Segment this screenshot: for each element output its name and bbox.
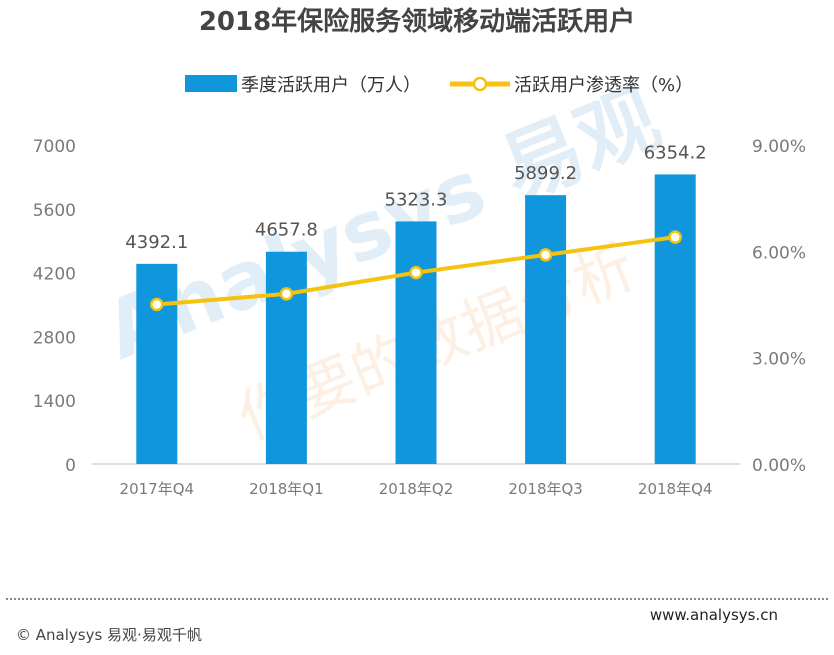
bar	[525, 195, 567, 464]
left-tick-label: 1400	[33, 392, 76, 412]
chart-title: 2018年保险服务领域移动端活跃用户	[199, 6, 635, 37]
line-point	[668, 230, 682, 244]
legend-bar-label: 季度活跃用户（万人）	[241, 75, 421, 96]
line-point	[279, 287, 294, 301]
line-point	[409, 265, 423, 280]
bar	[265, 251, 307, 464]
bar-data-label: 6354.2	[644, 142, 707, 163]
bars	[136, 174, 696, 464]
category-label: 2018年Q1	[249, 480, 324, 498]
legend-bar-swatch	[185, 75, 237, 92]
line-point	[538, 248, 553, 262]
left-tick-label: 5600	[33, 201, 76, 221]
bar-data-label: 5899.2	[514, 163, 577, 184]
penetration-points	[150, 230, 682, 312]
right-tick-label: 6.00%	[752, 243, 806, 263]
category-label: 2017年Q4	[120, 480, 195, 498]
bar-data-labels: 4392.1 4657.8 5323.3 5899.2 6354.2	[125, 142, 706, 252]
right-tick-label: 3.00%	[752, 350, 806, 370]
website-link[interactable]: www.analysys.cn	[649, 606, 778, 624]
left-tick-label: 7000	[33, 137, 76, 157]
right-axis: 0.00% 3.00% 6.00% 9.00%	[752, 137, 806, 476]
legend: 季度活跃用户（万人） 活跃用户渗透率（%）	[185, 75, 693, 96]
left-tick-label: 0	[65, 456, 76, 476]
bar-data-label: 4657.8	[255, 220, 318, 241]
watermark: Analysys 易观 你要的数据分析	[92, 71, 672, 454]
left-tick-label: 4200	[33, 265, 76, 285]
chart: Analysys 易观 你要的数据分析 2018年保险服务领域移动端活跃用户 季…	[33, 6, 806, 498]
footer-divider	[6, 598, 828, 600]
category-label: 2018年Q2	[379, 480, 454, 498]
bar	[395, 221, 437, 464]
bar-data-label: 4392.1	[125, 232, 188, 253]
bar-data-label: 5323.3	[385, 189, 448, 210]
line-point	[150, 297, 164, 312]
right-tick-label: 9.00%	[752, 137, 806, 157]
right-tick-label: 0.00%	[752, 456, 806, 476]
legend-line-marker	[472, 76, 488, 92]
left-axis: 0 1400 2800 4200 5600 7000	[33, 137, 76, 476]
category-labels: 2017年Q4 2018年Q1 2018年Q2 2018年Q3 2018年Q4	[120, 480, 713, 498]
left-tick-label: 2800	[33, 328, 76, 348]
copyright: © Analysys 易观·易观千帆	[16, 626, 202, 644]
legend-line-label: 活跃用户渗透率（%）	[514, 75, 693, 96]
category-label: 2018年Q3	[508, 480, 583, 498]
bar	[136, 263, 178, 464]
category-label: 2018年Q4	[638, 480, 713, 498]
bar	[654, 174, 696, 464]
